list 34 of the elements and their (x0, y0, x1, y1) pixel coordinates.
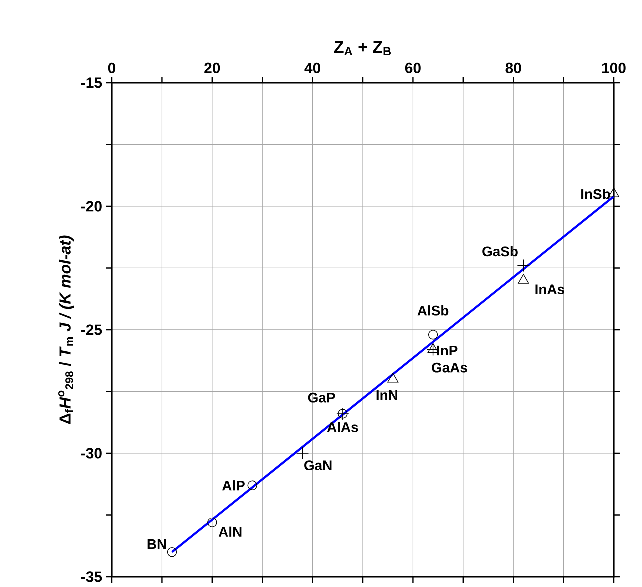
annotation: BN (148, 540, 166, 550)
text: Δ$_{f}$H$^{o}$$_{298}$ / T$_{m}$ J / (K mol-at) (58, 236, 74, 424)
annotation: InP (437, 346, 458, 356)
annotation: GaP (308, 392, 336, 403)
annotation: InSb (582, 189, 610, 200)
annotation: AlN (218, 526, 242, 537)
y-tick-label: -20 (81, 201, 102, 212)
point (428, 330, 438, 340)
point (388, 373, 399, 383)
y-tick-label: -25 (81, 324, 102, 336)
annotation: GaAs (432, 362, 468, 373)
annotation: AlSb (418, 306, 449, 316)
annotation: AlP (222, 480, 245, 491)
annotation: InAs (536, 284, 564, 295)
point (518, 274, 530, 284)
annotation: AlAs (327, 422, 358, 432)
x-tick-label: 80 (506, 62, 522, 74)
annotation: GaN (304, 460, 332, 471)
point (296, 447, 310, 460)
point (248, 480, 258, 490)
x-tick-label: 0 (108, 62, 116, 74)
x-tick-label: 20 (204, 62, 220, 74)
y-tick-label: -35 (81, 572, 102, 582)
point (167, 547, 178, 558)
x-tick-label: 100 (602, 62, 626, 74)
x-tick-label: 60 (405, 62, 421, 74)
x-tick-label: 40 (304, 62, 320, 74)
y-tick-label: -15 (81, 78, 102, 88)
x-axis-title: Z$_{A}$ + Z$_{B}$ (334, 41, 392, 56)
annotation: GaSb (482, 246, 518, 257)
y-tick-label: -30 (81, 448, 102, 459)
point (208, 518, 218, 528)
point (517, 259, 530, 272)
annotation: InN (376, 390, 398, 400)
